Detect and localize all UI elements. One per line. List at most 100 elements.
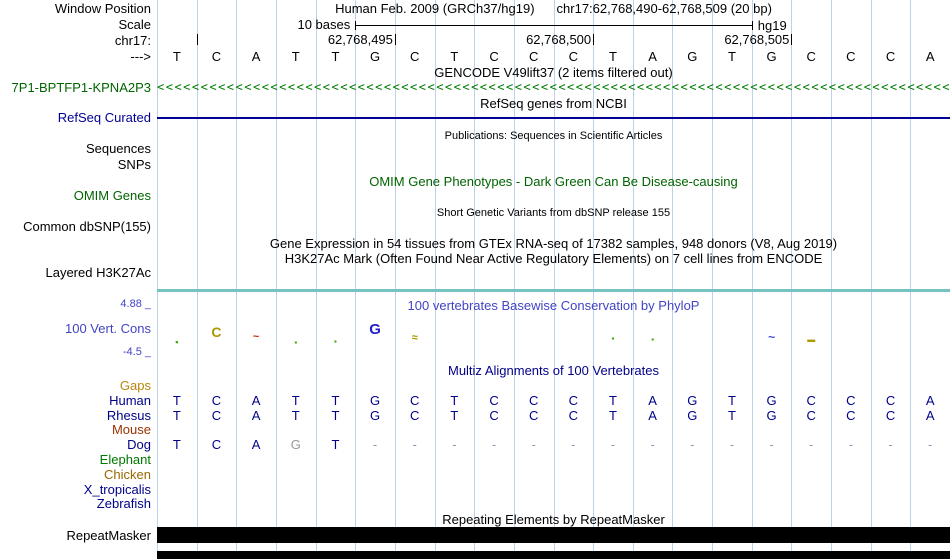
base: T [727, 393, 736, 408]
chromosome-label: chr17: [114, 33, 151, 48]
gridline [553, 0, 555, 559]
base: - [531, 437, 536, 452]
base: T [331, 437, 340, 452]
gridline [672, 0, 674, 559]
conservation-glyph: ≈ [411, 332, 418, 344]
conservation-track-title[interactable]: 100 vertebrates Basewise Conservation by… [407, 298, 700, 313]
base: T [450, 49, 459, 64]
base: C [568, 49, 579, 64]
base: C [846, 408, 856, 423]
multiz-row-label-dog[interactable]: Dog [127, 437, 151, 452]
base: A [648, 49, 657, 64]
base: G [290, 437, 301, 452]
multiz-row-label-zebrafish[interactable]: Zebrafish [96, 496, 151, 511]
multiz-track-title[interactable]: Multiz Alignments of 100 Vertebrates [447, 363, 659, 378]
base: T [172, 437, 181, 452]
gtex-track-title[interactable]: Gene Expression in 54 tissues from GTEx … [269, 236, 838, 251]
base: A [251, 437, 261, 452]
base: - [650, 437, 655, 452]
track-label-refseq-curated[interactable]: RefSeq Curated [57, 110, 151, 125]
gridline [870, 0, 872, 559]
track-label-common-dbsnp[interactable]: Common dbSNP(155) [23, 219, 151, 234]
publications-track-title[interactable]: Publications: Sequences in Scientific Ar… [444, 130, 663, 142]
repeatmasker-track-title[interactable]: Repeating Elements by RepeatMasker [442, 512, 665, 527]
track-label-omim-genes[interactable]: OMIM Genes [73, 188, 151, 203]
track-label-gencode-item[interactable]: 7P1-BPTFP1-KPNA2P3 [11, 80, 151, 95]
base: T [291, 49, 300, 64]
base: C [885, 393, 896, 408]
scale-bar-right-tick [751, 21, 753, 30]
base: C [528, 393, 539, 408]
scale-label: Scale [118, 17, 151, 32]
base: C [211, 393, 222, 408]
base: - [690, 437, 695, 452]
multiz-row-label-rhesus[interactable]: Rhesus [106, 408, 151, 423]
refseq-track-title[interactable]: RefSeq genes from NCBI [480, 96, 627, 111]
h3k27ac-track-title[interactable]: H3K27Ac Mark (Often Found Near Active Re… [284, 251, 823, 266]
multiz-row-label-elephant[interactable]: Elephant [99, 452, 151, 467]
gridline [394, 0, 396, 559]
conservation-glyph: ▪ [651, 335, 655, 344]
multiz-row-label-x_tropicalis[interactable]: X_tropicalis [83, 482, 151, 497]
track-area[interactable]: Human Feb. 2009 (GRCh37/hg19) chr17:62,76… [157, 0, 950, 559]
base: C [410, 49, 420, 64]
base: T [608, 49, 617, 64]
gridline [474, 0, 476, 559]
repeatmasker-item-2[interactable] [157, 551, 950, 559]
gencode-track-title[interactable]: GENCODE V49lift37 (2 items filtered out) [434, 65, 673, 80]
base: G [766, 393, 777, 408]
track-label-layered-h3k27ac[interactable]: Layered H3K27Ac [45, 265, 151, 280]
omim-track-title[interactable]: OMIM Gene Phenotypes - Dark Green Can Be… [369, 174, 738, 189]
conservation-glyph: ▬ [807, 335, 816, 344]
base: - [888, 437, 893, 452]
base: T [172, 49, 181, 64]
multiz-row-label-chicken[interactable]: Chicken [104, 467, 151, 482]
base: A [648, 408, 657, 423]
ruler-tick [196, 34, 198, 45]
base: T [450, 393, 459, 408]
base: A [251, 393, 261, 408]
conservation-glyph: ~ [768, 330, 776, 344]
gridline [632, 0, 634, 559]
base: G [370, 408, 381, 423]
track-label-snps[interactable]: SNPs [117, 157, 151, 172]
conservation-glyph: ~ [252, 331, 260, 343]
base: - [848, 437, 854, 452]
multiz-row-label-human[interactable]: Human [109, 393, 151, 408]
scale-value: 10 bases [297, 17, 351, 32]
base: G [370, 393, 381, 408]
base: - [729, 437, 735, 452]
ruler-tick [394, 34, 396, 45]
base: C [568, 393, 579, 408]
base: - [372, 437, 378, 452]
gridline [434, 0, 436, 559]
track-label-100-vert-cons[interactable]: 100 Vert. Cons [65, 321, 151, 336]
track-label-sequences[interactable]: Sequences [85, 141, 151, 156]
gridline [513, 0, 515, 559]
base: G [766, 408, 777, 423]
base: C [528, 408, 539, 423]
ruler-tick-label: 62,768,505 [724, 32, 790, 47]
base: G [766, 49, 777, 64]
base: C [806, 408, 816, 423]
base: C [489, 408, 499, 423]
base: - [927, 437, 933, 452]
base: - [610, 437, 616, 452]
dbsnp-track-title[interactable]: Short Genetic Variants from dbSNP releas… [436, 207, 671, 219]
base: A [648, 393, 657, 408]
assembly-title: Human Feb. 2009 (GRCh37/hg19) [335, 1, 535, 16]
base: T [450, 408, 459, 423]
refseq-curated-item[interactable] [157, 117, 950, 119]
repeatmasker-item[interactable] [157, 527, 950, 543]
multiz-row-label-mouse[interactable]: Mouse [111, 422, 151, 437]
gridline [751, 0, 753, 559]
multiz-row-label-gaps[interactable]: Gaps [119, 378, 151, 393]
base: C [211, 437, 222, 452]
ruler-tick [593, 34, 595, 45]
base: C [211, 408, 222, 423]
base: - [571, 437, 576, 452]
track-label-repeatmasker[interactable]: RepeatMasker [66, 528, 151, 543]
gridline [712, 0, 714, 559]
gencode-gene-item[interactable]: <<<<<<<<<<<<<<<<<<<<<<<<<<<<<<<<<<<<<<<<… [157, 80, 950, 94]
